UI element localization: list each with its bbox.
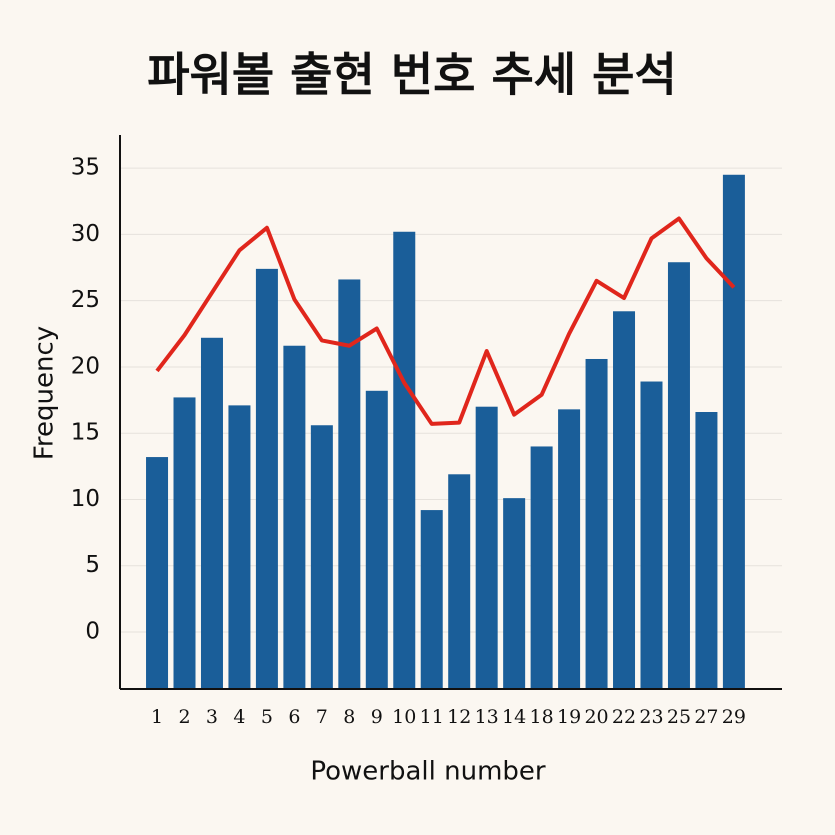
x-tick-label: 13 xyxy=(475,706,499,728)
bar xyxy=(393,231,416,689)
x-tick-label: 4 xyxy=(233,706,245,728)
x-tick-label: 22 xyxy=(612,706,636,728)
x-tick-label: 5 xyxy=(261,706,273,728)
x-tick-label: 25 xyxy=(667,706,691,728)
x-tick-label: 8 xyxy=(343,706,355,728)
x-tick-label: 29 xyxy=(722,706,746,728)
x-tick-label: 19 xyxy=(557,706,581,728)
y-tick-label: 30 xyxy=(71,221,100,247)
bar xyxy=(475,406,498,689)
bar xyxy=(448,474,471,689)
chart-title: 파워볼 출현 번호 추세 분석 xyxy=(147,48,677,102)
y-tick-label: 35 xyxy=(71,155,100,181)
bar xyxy=(420,510,443,689)
bar xyxy=(613,311,636,689)
x-tick-label: 9 xyxy=(371,706,383,728)
bar xyxy=(365,390,388,689)
y-tick-label: 5 xyxy=(85,552,100,578)
bar xyxy=(338,279,361,689)
bar xyxy=(283,345,306,689)
x-tick-label: 1 xyxy=(151,706,163,728)
bar xyxy=(255,268,278,689)
bar xyxy=(310,425,333,689)
bar xyxy=(585,358,608,689)
trend-line xyxy=(155,216,736,426)
bar xyxy=(695,412,718,689)
x-axis-label: Powerball number xyxy=(310,757,546,787)
bar xyxy=(530,446,553,689)
bar xyxy=(640,381,663,689)
x-tick-label: 6 xyxy=(288,706,300,728)
x-tick-label: 27 xyxy=(694,706,718,728)
x-tick-label: 23 xyxy=(639,706,663,728)
y-tick-label: 15 xyxy=(71,420,100,446)
y-tick-label: 25 xyxy=(71,287,100,313)
x-tick-label: 18 xyxy=(530,706,554,728)
bar xyxy=(200,337,223,689)
bar xyxy=(667,262,690,689)
x-tick-label: 10 xyxy=(392,706,416,728)
x-tick-label: 3 xyxy=(206,706,218,728)
bar xyxy=(228,405,251,689)
bar xyxy=(503,498,526,689)
x-tick-label: 2 xyxy=(178,706,190,728)
bar xyxy=(558,409,581,689)
bar xyxy=(722,174,745,690)
x-tick-label: 7 xyxy=(316,706,328,728)
y-tick-label: 10 xyxy=(71,486,100,512)
x-tick-label: 14 xyxy=(502,706,526,728)
y-tick-label: 20 xyxy=(71,353,100,379)
y-axis-label: Frequency xyxy=(30,326,60,460)
x-tick-label: 11 xyxy=(420,706,444,728)
bar xyxy=(173,397,196,689)
bar xyxy=(146,457,169,689)
x-tick-label: 20 xyxy=(584,706,608,728)
y-tick-label: 0 xyxy=(85,619,100,645)
x-tick-label: 12 xyxy=(447,706,471,728)
